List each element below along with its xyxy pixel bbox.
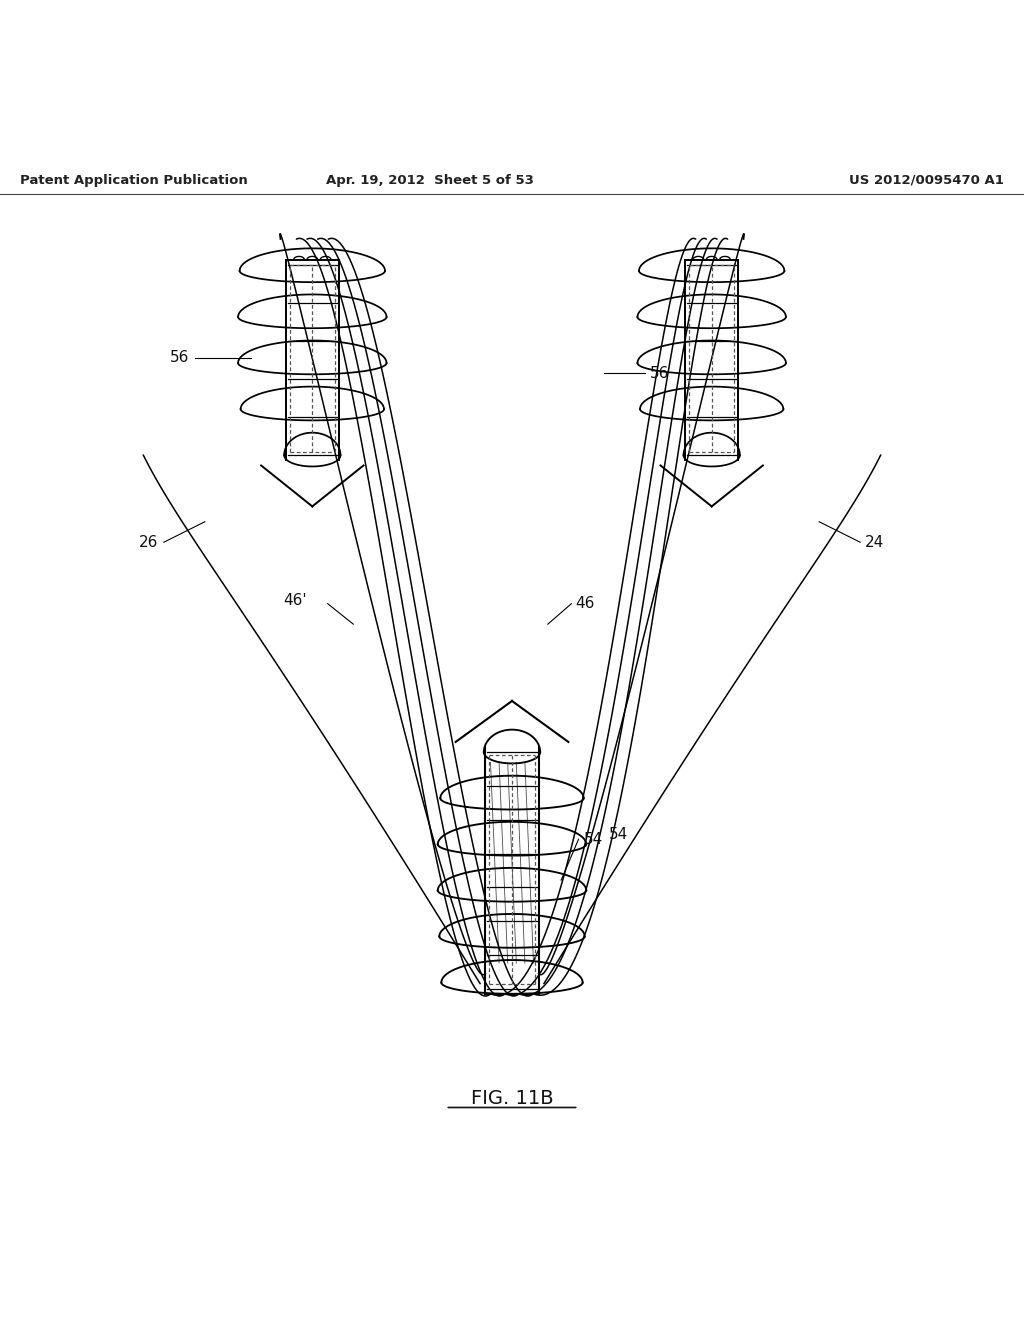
Text: Apr. 19, 2012  Sheet 5 of 53: Apr. 19, 2012 Sheet 5 of 53 xyxy=(326,174,535,186)
Text: US 2012/0095470 A1: US 2012/0095470 A1 xyxy=(849,174,1004,186)
Text: 56: 56 xyxy=(170,350,189,366)
Text: 54: 54 xyxy=(609,828,629,842)
Text: 26: 26 xyxy=(139,535,159,549)
Text: 24: 24 xyxy=(865,535,885,549)
Text: 54: 54 xyxy=(584,832,603,846)
Text: 56: 56 xyxy=(650,366,670,380)
Text: 46: 46 xyxy=(575,597,595,611)
Text: 46': 46' xyxy=(284,593,307,609)
Text: Patent Application Publication: Patent Application Publication xyxy=(20,174,248,186)
Text: FIG. 11B: FIG. 11B xyxy=(471,1089,553,1107)
